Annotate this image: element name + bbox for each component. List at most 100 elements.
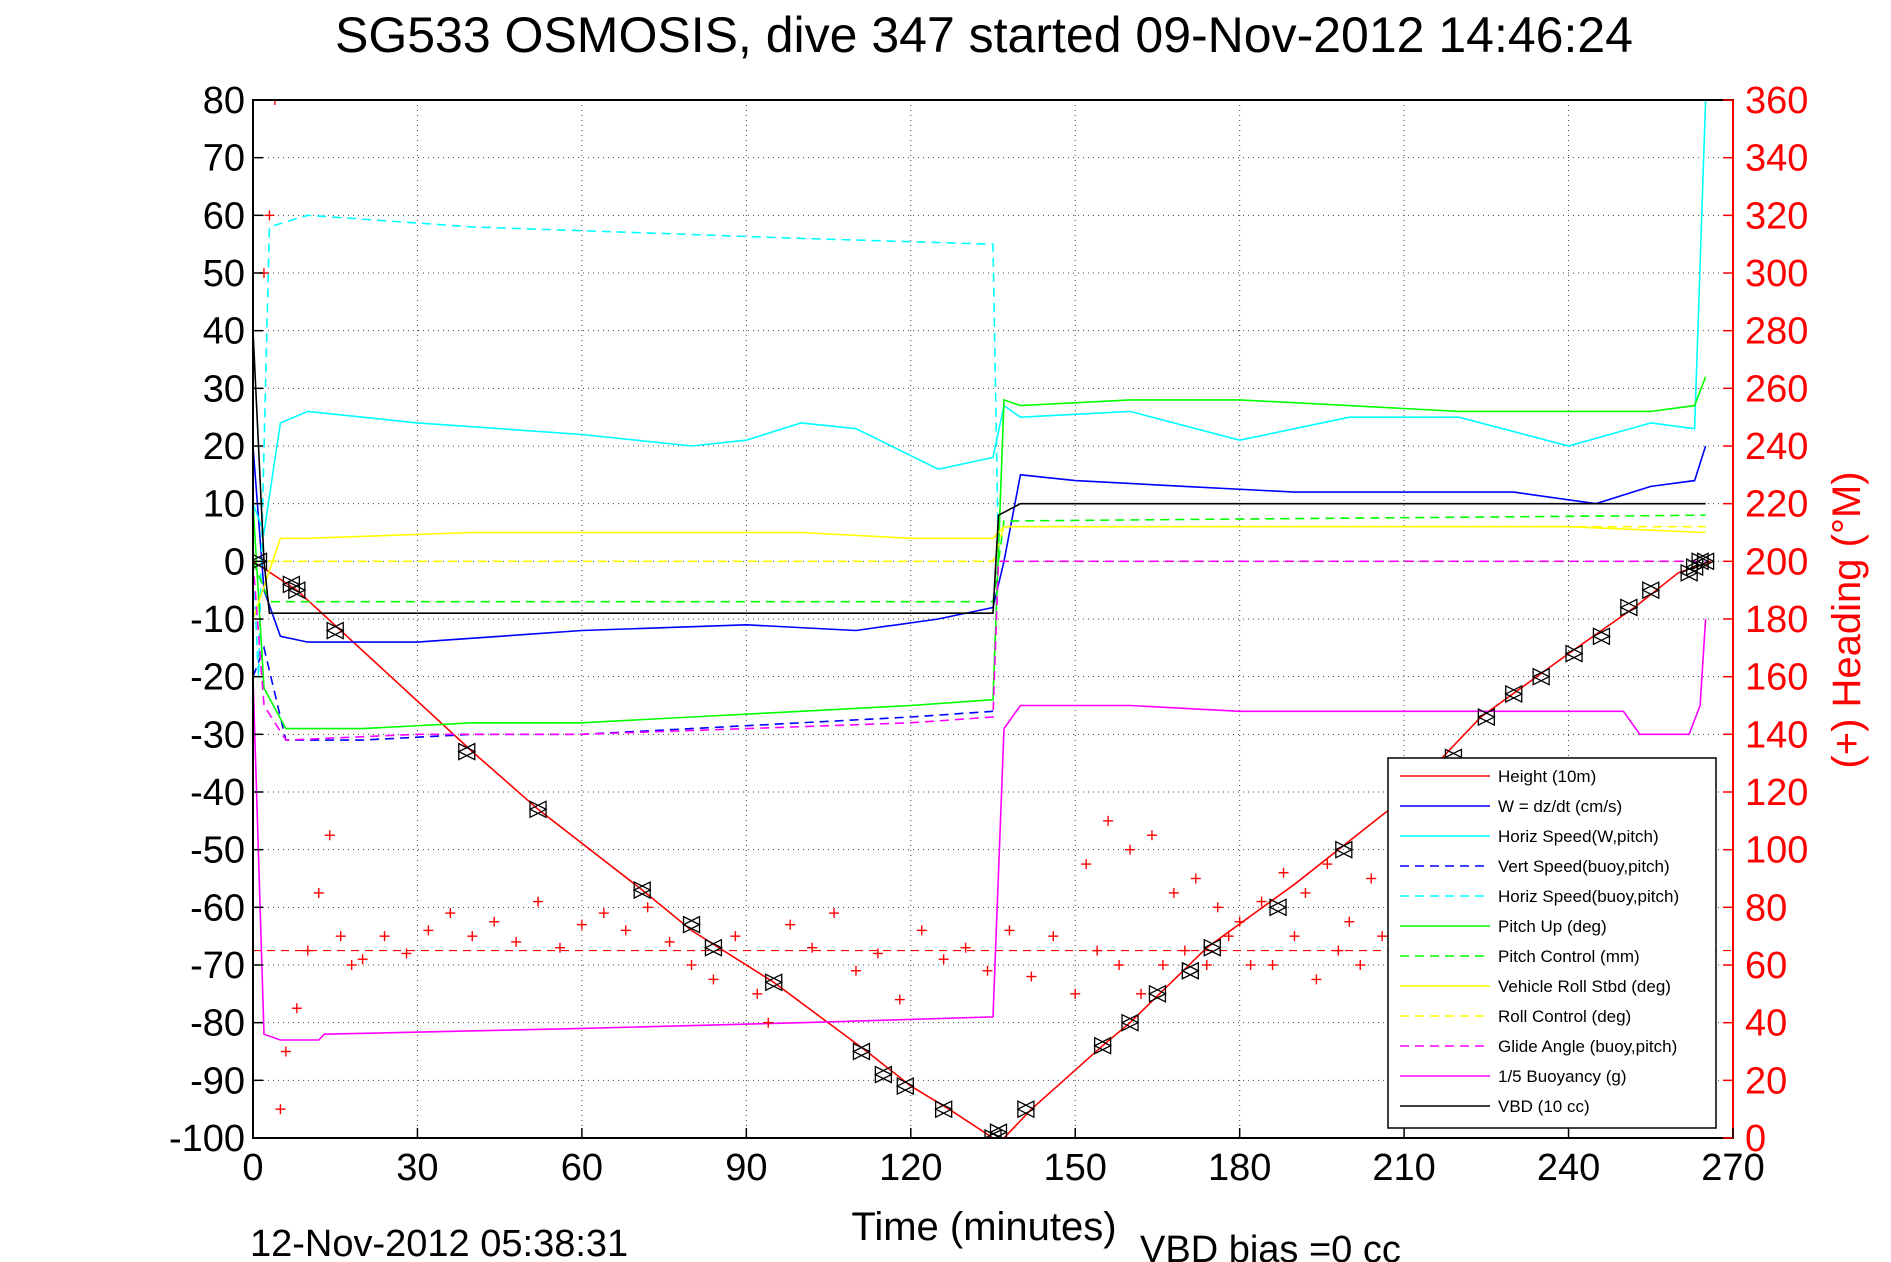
depth-marker-left: [895, 1077, 914, 1096]
y-right-tick-label: 280: [1745, 311, 1808, 353]
series-line-7: [253, 525, 1706, 620]
legend: Height (10m) W = dz/dt (cm/s) Horiz Speed(…: [1387, 757, 1717, 1129]
y-right-tick-label: 180: [1745, 599, 1808, 641]
depth-marker: [1147, 984, 1167, 1003]
x-tick-label: 0: [242, 1147, 263, 1189]
depth-marker: [934, 1100, 954, 1119]
heading-marker: [850, 965, 861, 976]
depth-marker-left: [1334, 840, 1353, 859]
y-left-tick-label: 70: [203, 138, 245, 180]
heading-marker: [1322, 859, 1333, 870]
heading-marker: [445, 908, 456, 919]
y-left-tick-label: -30: [190, 714, 245, 756]
heading-marker: [872, 948, 883, 959]
heading-marker: [938, 954, 949, 965]
depth-marker-left: [632, 880, 651, 900]
heading-marker: [960, 942, 971, 953]
x-tick-label: 60: [561, 1147, 603, 1189]
y-left-tick-label: -10: [190, 599, 245, 641]
heading-marker: [467, 931, 478, 942]
depth-marker-left: [1120, 1013, 1139, 1032]
y-left-tick-label: 20: [203, 426, 245, 468]
heading-marker: [1355, 960, 1366, 970]
depth-marker-left: [1696, 552, 1715, 571]
legend-label-6: Pitch Control (mm): [1498, 947, 1640, 966]
heading-marker: [598, 908, 609, 919]
y-right-tick-label: 0: [1745, 1118, 1766, 1160]
x-tick-label: 240: [1537, 1147, 1600, 1189]
legend-box: [1387, 757, 1717, 1129]
chart-title: SG533 OSMOSIS, dive 347 started 09-Nov-2…: [335, 7, 1633, 63]
right-y-axis: 3603403203002802602402202001801601401201…: [1723, 80, 1808, 1160]
heading-marker: [1026, 971, 1037, 982]
heading-marker: [1179, 945, 1190, 956]
y-right-tick-label: 360: [1745, 80, 1808, 122]
series-line-2: [253, 100, 1707, 536]
y-left-tick-label: 10: [203, 484, 245, 526]
heading-marker: [807, 942, 818, 953]
heading-marker: [511, 936, 522, 947]
heading-marker: [664, 936, 675, 947]
x-tick-label: 270: [1701, 1147, 1764, 1189]
heading-marker: [1004, 925, 1015, 936]
depth-marker-left: [934, 1100, 953, 1119]
depth-marker-left: [682, 915, 701, 934]
legend-label-0: Height (10m): [1498, 767, 1596, 786]
depth-marker: [325, 621, 345, 640]
heading-marker: [324, 830, 335, 841]
heading-marker: [829, 908, 840, 919]
depth-marker: [1016, 1100, 1036, 1119]
footer-vbd-bias: VBD bias =0 cc: [1140, 1229, 1401, 1262]
depth-marker-left: [1564, 644, 1583, 663]
depth-marker: [1202, 938, 1222, 957]
depth-marker: [764, 973, 784, 992]
depth-marker: [1504, 684, 1524, 704]
depth-marker: [528, 800, 548, 819]
heading-marker: [686, 960, 697, 970]
depth-marker-left: [1180, 961, 1199, 980]
heading-marker: [313, 887, 324, 898]
legend-label-11: VBD (10 cc): [1498, 1097, 1590, 1116]
x-axis: 0 30 60 90 120 150 180 210 240 270: [242, 1128, 1765, 1189]
heading-marker: [1048, 931, 1059, 942]
depth-marker: [287, 581, 307, 600]
y-left-tick-label: -80: [190, 1003, 245, 1045]
depth-marker: [1690, 552, 1710, 571]
heading-marker: [642, 902, 653, 913]
depth-marker-left: [1619, 598, 1638, 617]
y-left-tick-label: -90: [190, 1060, 245, 1102]
y-right-tick-label: 300: [1745, 253, 1808, 295]
heading-marker: [346, 960, 357, 970]
y-right-tick-label: 160: [1745, 657, 1808, 699]
y-right-tick-label: 340: [1745, 138, 1808, 180]
depth-marker-left: [703, 938, 723, 957]
y-left-tick-label: -20: [190, 657, 245, 699]
depth-marker-left: [1268, 898, 1287, 917]
depth-marker: [1641, 581, 1661, 600]
depth-marker: [1591, 627, 1611, 646]
heading-marker: [1234, 916, 1245, 927]
heading-marker: [1201, 960, 1212, 970]
y-right-tick-label: 100: [1745, 830, 1808, 872]
y-left-tick-label: 40: [203, 311, 245, 353]
depth-marker-left: [528, 800, 547, 819]
heading-marker: [1267, 960, 1278, 970]
depth-marker-left: [989, 1123, 1008, 1138]
heading-marker: [401, 948, 412, 959]
heading-marker: [379, 931, 390, 942]
depth-marker: [682, 915, 701, 934]
x-tick-label: 30: [396, 1147, 438, 1189]
depth-marker-left: [1202, 938, 1221, 957]
x-tick-label: 90: [725, 1147, 767, 1189]
y-left-tick-label: 60: [203, 195, 245, 237]
heading-marker: [982, 965, 993, 976]
depth-marker-left: [1147, 984, 1167, 1003]
y-left-tick-label: 0: [224, 541, 245, 583]
heading-marker: [1311, 974, 1322, 985]
footer-timestamp: 12-Nov-2012 05:38:31: [250, 1223, 628, 1262]
legend-label-10: 1/5 Buoyancy (g): [1498, 1067, 1627, 1086]
depth-marker: [253, 552, 268, 571]
x-tick-label: 180: [1208, 1147, 1271, 1189]
y-right-tick-label: 220: [1745, 484, 1808, 526]
heading-marker: [763, 1017, 774, 1028]
